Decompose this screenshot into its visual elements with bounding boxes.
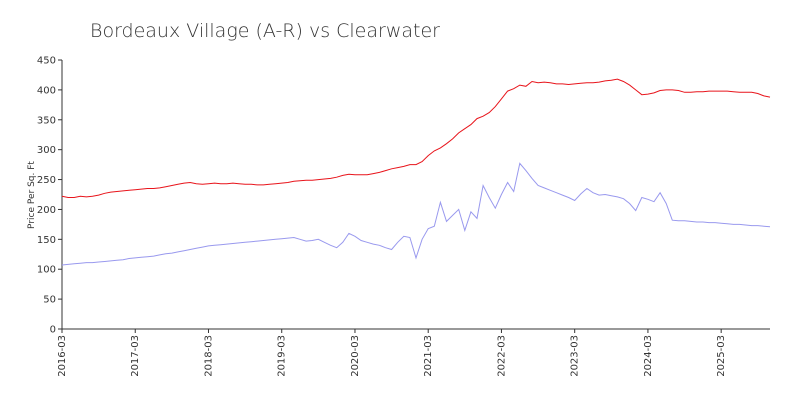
- y-tick-label: 200: [37, 205, 56, 216]
- y-tick-label: 350: [37, 115, 56, 126]
- x-tick-label: 2025-03: [716, 335, 727, 377]
- x-tick-label: 2022-03: [496, 335, 507, 377]
- x-tick-label: 2023-03: [570, 335, 581, 377]
- x-tick-label: 2018-03: [203, 335, 214, 377]
- y-axis-label: Price Per Sq. Ft: [27, 161, 37, 229]
- y-tick-label: 450: [37, 56, 56, 67]
- series-line: [61, 78, 771, 198]
- x-tick-label: 2020-03: [350, 335, 361, 377]
- x-tick-label: 2019-03: [277, 335, 288, 377]
- x-tick-label: 2024-03: [643, 335, 654, 377]
- y-tick-label: 0: [50, 325, 56, 336]
- series-line: [61, 162, 771, 266]
- y-tick-label: 400: [37, 85, 56, 96]
- y-tick-label: 150: [37, 235, 56, 246]
- y-tick-label: 100: [37, 265, 56, 276]
- y-tick-label: 300: [37, 145, 56, 156]
- y-tick-label: 50: [43, 295, 56, 306]
- x-tick-label: 2021-03: [423, 335, 434, 377]
- y-tick-label: 250: [37, 175, 56, 186]
- x-tick-label: 2016-03: [57, 335, 68, 377]
- x-tick-label: 2017-03: [130, 335, 141, 377]
- chart-title: Bordeaux Village (A-R) vs Clearwater: [90, 20, 440, 42]
